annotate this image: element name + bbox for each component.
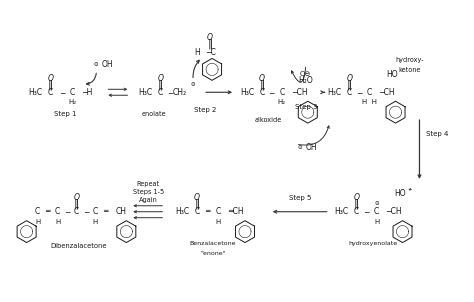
Text: C: C — [70, 88, 75, 97]
Text: H₃C: H₃C — [28, 88, 43, 97]
Text: Step 4: Step 4 — [426, 131, 448, 137]
Text: OH: OH — [101, 60, 113, 69]
Text: Dibenzalacetone: Dibenzalacetone — [50, 243, 107, 249]
Text: H: H — [55, 219, 60, 225]
Text: C: C — [279, 88, 284, 97]
Text: ═: ═ — [205, 207, 210, 216]
Text: Repeat: Repeat — [137, 181, 160, 187]
Text: H₂: H₂ — [68, 99, 76, 105]
Text: ═CH: ═CH — [228, 207, 244, 216]
Text: O: O — [194, 193, 200, 202]
Text: H₃C: H₃C — [138, 88, 153, 97]
Text: ─: ─ — [65, 207, 70, 216]
Text: CH₂: CH₂ — [173, 88, 187, 97]
Text: ‖: ‖ — [157, 79, 163, 90]
Text: ‖: ‖ — [194, 198, 200, 209]
Text: H₂O: H₂O — [299, 76, 313, 85]
Text: C: C — [93, 207, 98, 216]
Text: ─: ─ — [60, 88, 65, 97]
Text: ‖: ‖ — [259, 79, 264, 90]
Text: ═: ═ — [45, 207, 50, 216]
Text: ═: ═ — [103, 207, 108, 216]
Text: ─: ─ — [168, 88, 173, 97]
Text: ‖: ‖ — [48, 79, 53, 90]
Text: Step 1: Step 1 — [54, 111, 77, 117]
Text: "enone": "enone" — [200, 251, 226, 256]
Text: H  H: H H — [362, 99, 377, 105]
Text: ─H: ─H — [82, 88, 93, 97]
Text: H: H — [374, 219, 379, 225]
Text: O: O — [259, 74, 265, 83]
Text: H₃C: H₃C — [335, 207, 349, 216]
Text: C: C — [35, 207, 40, 216]
Text: H₃C: H₃C — [328, 88, 342, 97]
Text: ⊖: ⊖ — [298, 145, 302, 149]
Text: C: C — [48, 88, 53, 97]
Text: hydroxy-: hydroxy- — [395, 57, 424, 63]
Text: H: H — [215, 219, 221, 225]
Text: O: O — [73, 193, 80, 202]
Text: OH: OH — [306, 143, 318, 152]
Text: Step 5: Step 5 — [289, 195, 311, 201]
Text: Step 2: Step 2 — [194, 107, 216, 113]
Text: ─C: ─C — [206, 48, 216, 57]
Text: enolate: enolate — [142, 111, 166, 117]
Text: C: C — [347, 88, 352, 97]
Text: ─: ─ — [84, 207, 89, 216]
Text: H₂: H₂ — [278, 99, 286, 105]
Text: ⊖: ⊖ — [374, 201, 379, 206]
Text: ─: ─ — [365, 207, 369, 216]
Text: ─CH: ─CH — [292, 88, 308, 97]
Text: ⊖: ⊖ — [93, 62, 98, 67]
Text: ─CH: ─CH — [380, 88, 395, 97]
Text: H₃C: H₃C — [175, 207, 189, 216]
Text: Steps 1-5: Steps 1-5 — [133, 189, 164, 195]
Text: ketone: ketone — [398, 67, 421, 73]
Text: C: C — [354, 207, 359, 216]
Text: ─: ─ — [357, 88, 362, 97]
Text: ─CH: ─CH — [387, 207, 402, 216]
Text: H: H — [35, 219, 40, 225]
Text: C: C — [194, 207, 200, 216]
Text: O: O — [346, 74, 353, 83]
Text: HO: HO — [387, 70, 398, 79]
Text: alkoxide: alkoxide — [254, 117, 282, 123]
Text: ⊖: ⊖ — [191, 82, 195, 87]
Text: O⊖: O⊖ — [299, 71, 310, 77]
Text: ‖: ‖ — [347, 79, 352, 90]
Text: C: C — [157, 88, 163, 97]
Text: C: C — [55, 207, 60, 216]
Text: C: C — [74, 207, 79, 216]
Text: ‖: ‖ — [354, 198, 359, 209]
Text: Again: Again — [139, 197, 158, 203]
Text: ‖: ‖ — [74, 198, 79, 209]
Text: H₃C: H₃C — [240, 88, 254, 97]
Text: C: C — [367, 88, 372, 97]
Text: O: O — [157, 74, 163, 83]
Text: HO: HO — [395, 189, 406, 198]
Text: Step 3: Step 3 — [294, 104, 317, 110]
Text: Benzalacetone: Benzalacetone — [190, 241, 237, 246]
Text: ─: ─ — [270, 88, 274, 97]
Text: C: C — [374, 207, 379, 216]
Text: O: O — [207, 33, 213, 42]
Text: ‖: ‖ — [208, 38, 213, 49]
Text: O: O — [47, 74, 54, 83]
Text: CH: CH — [115, 207, 127, 216]
Text: hydroxyenolate: hydroxyenolate — [348, 241, 397, 246]
Text: C: C — [215, 207, 221, 216]
Text: O: O — [354, 193, 360, 202]
Text: H: H — [93, 219, 98, 225]
Text: C: C — [259, 88, 264, 97]
Text: H: H — [194, 48, 200, 57]
